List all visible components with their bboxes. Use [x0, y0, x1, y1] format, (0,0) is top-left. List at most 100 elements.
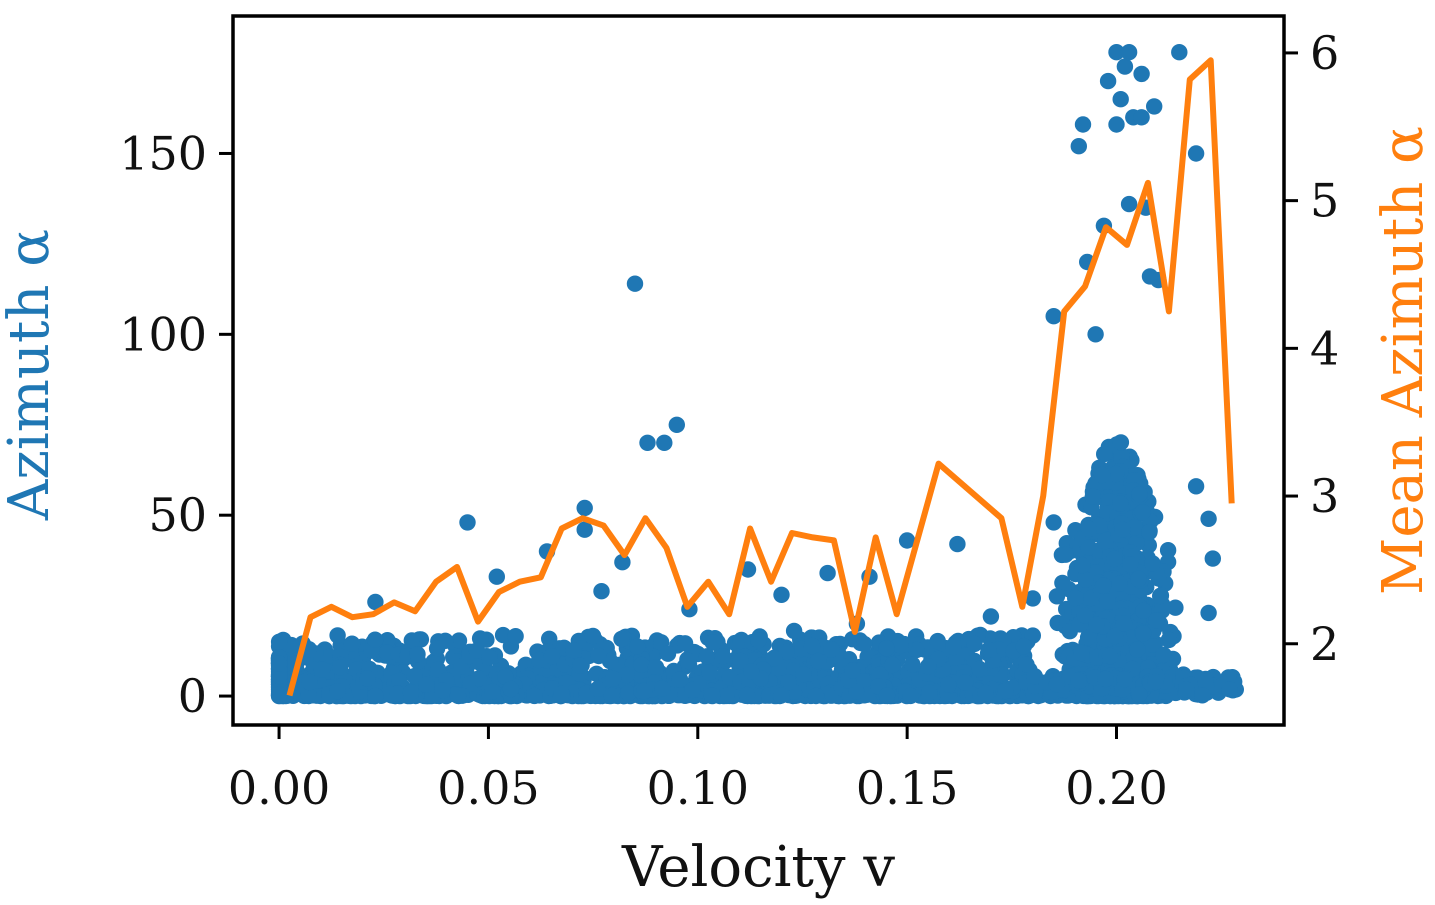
scatter-point — [668, 416, 685, 433]
scatter-point — [1108, 116, 1125, 133]
scatter-point — [1135, 625, 1152, 642]
scatter-point — [1187, 478, 1205, 495]
scatter-point — [772, 687, 790, 704]
scatter-point — [1147, 673, 1164, 691]
scatter-point — [270, 655, 288, 672]
scatter-point — [1084, 488, 1102, 505]
scatter-point — [676, 635, 694, 652]
scatter-point — [366, 631, 384, 648]
scatter-point — [878, 640, 895, 657]
scatter-point — [1160, 631, 1178, 649]
x-tick-label: 0.10 — [647, 761, 749, 815]
scatter-point — [701, 664, 718, 681]
scatter-point — [1200, 604, 1217, 622]
scatter-point — [1048, 588, 1066, 605]
scatter-point — [418, 676, 435, 693]
y-axis-right-title: Mean Azimuth α — [1371, 126, 1435, 595]
scatter-point — [647, 659, 665, 676]
scatter-point — [920, 658, 937, 675]
scatter-point — [1144, 555, 1161, 572]
scatter-point — [1115, 615, 1133, 632]
scatter-point — [1131, 686, 1148, 703]
scatter-point — [1112, 91, 1129, 108]
scatter-point — [409, 646, 426, 663]
scatter-point — [773, 586, 790, 603]
scatter-point — [620, 684, 637, 702]
scatter-point — [1197, 673, 1214, 690]
y-right-tick-label: 6 — [1310, 26, 1339, 80]
scatter-point — [898, 532, 916, 549]
scatter-point — [1130, 570, 1147, 587]
scatter-point — [732, 632, 749, 650]
scatter-point — [750, 632, 767, 649]
mean-azimuth-line — [286, 57, 1235, 697]
scatter-point — [565, 642, 582, 659]
scatter-point — [671, 671, 689, 688]
scatter-point — [1087, 326, 1104, 343]
line-layer — [286, 57, 1235, 697]
scatter-point — [656, 434, 673, 451]
scatter-point — [1048, 676, 1066, 693]
scatter-point — [468, 642, 486, 659]
scatter-point — [1101, 647, 1119, 665]
scatter-point — [1129, 641, 1146, 658]
scatter-point — [1088, 616, 1105, 634]
scatter-point — [1155, 646, 1172, 663]
scatter-point — [1120, 44, 1138, 61]
scatter-point — [450, 632, 468, 649]
scatter-point — [543, 648, 561, 665]
scatter-point — [1131, 486, 1148, 503]
x-tick-label: 0.00 — [228, 761, 330, 815]
scatter-point — [1112, 434, 1130, 451]
scatter-point — [1074, 116, 1092, 133]
scatter-point — [1141, 524, 1158, 541]
scatter-point — [1108, 44, 1125, 61]
y-right-tick-label: 4 — [1310, 321, 1339, 375]
scatter-point — [956, 674, 974, 691]
scatter-point — [1067, 589, 1084, 607]
x-tick-label: 0.05 — [437, 761, 539, 815]
scatter-point — [997, 682, 1014, 700]
scatter-point — [343, 635, 361, 652]
scatter-point — [1116, 58, 1134, 75]
scatter-point — [331, 659, 349, 676]
scatter-point — [1074, 557, 1091, 574]
scatter-point — [1070, 138, 1088, 155]
scatter-point — [714, 648, 732, 665]
scatter-point — [698, 648, 716, 665]
scatter-point — [359, 670, 376, 687]
scatter-point — [329, 627, 346, 644]
scatter-point — [378, 644, 396, 661]
scatter-point — [367, 687, 384, 705]
scatter-point — [481, 649, 498, 666]
scatter-point — [1135, 602, 1152, 619]
scatter-point — [807, 687, 825, 705]
scatter-point — [1057, 546, 1074, 563]
scatter-point — [633, 656, 650, 673]
scatter-point — [980, 641, 997, 659]
scatter-point — [1133, 109, 1150, 126]
scatter-point — [929, 632, 946, 650]
scatter-point — [1096, 445, 1113, 463]
scatter-point — [1114, 521, 1131, 538]
scatter-point — [1107, 465, 1125, 483]
scatter-point — [494, 626, 512, 644]
scatter-point — [1167, 599, 1184, 616]
scatter-point — [1054, 574, 1071, 592]
scatter-point — [502, 680, 520, 698]
x-tick-label: 0.15 — [856, 761, 958, 815]
scatter-point — [603, 687, 620, 704]
scatter-point — [844, 662, 861, 679]
scatter-point — [629, 638, 646, 655]
scatter-point — [1194, 687, 1211, 704]
scatter-point — [636, 682, 653, 700]
scatter-point — [778, 643, 795, 661]
scatter-point — [785, 622, 803, 640]
scatter-point — [1097, 670, 1114, 688]
y-right-tick-label: 5 — [1310, 174, 1339, 228]
scatter-point — [402, 684, 420, 701]
scatter-point — [659, 645, 677, 662]
scatter-point — [1134, 504, 1151, 521]
scatter-point — [1112, 495, 1129, 512]
